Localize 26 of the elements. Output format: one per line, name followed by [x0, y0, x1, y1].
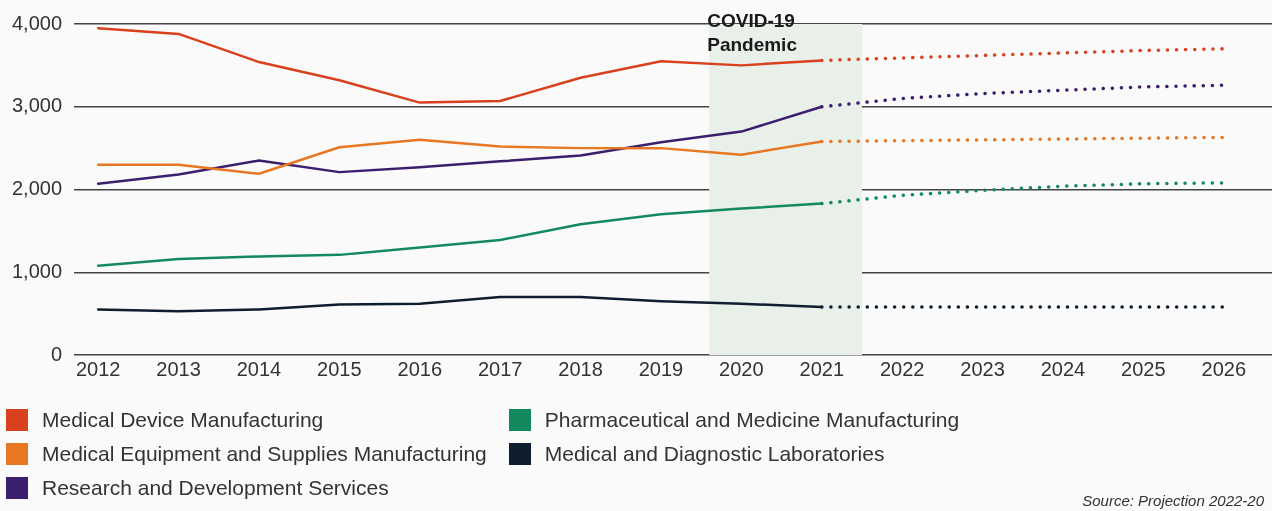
x-tick-label: 2020	[719, 357, 764, 380]
x-tick-label: 2025	[1121, 357, 1166, 380]
x-tick-label: 2017	[477, 357, 523, 380]
legend-label: Pharmaceutical and Medicine Manufacturing	[544, 408, 960, 432]
legend-label: Medical Equipment and Supplies Manufacturing	[42, 442, 487, 466]
x-tick-label: 2022	[879, 357, 925, 380]
x-tick-label: 2021	[799, 357, 845, 380]
x-tick-label: 2013	[156, 357, 201, 380]
x-tick-label: 2015	[317, 357, 362, 380]
x-tick-label: 2024	[1040, 357, 1086, 380]
y-tick-label: 2,000	[11, 177, 63, 200]
source-note: Source: Projection 2022-20	[1082, 492, 1264, 509]
y-tick-label: 4,000	[11, 11, 63, 34]
y-tick-label: 0	[50, 342, 63, 365]
x-tick-label: 2026	[1201, 357, 1247, 380]
legend-label: Research and Development Services	[42, 476, 389, 500]
x-tick-label: 2018	[558, 357, 603, 380]
x-tick-label: 2016	[397, 357, 443, 380]
x-tick-label: 2023	[960, 357, 1005, 380]
x-tick-label: 2014	[236, 357, 282, 380]
y-tick-label: 1,000	[11, 259, 63, 282]
x-tick-label: 2019	[638, 357, 684, 380]
legend-label: Medical Device Manufacturing	[42, 408, 324, 432]
legend-label: Medical and Diagnostic Laboratories	[544, 442, 885, 466]
y-tick-label: 3,000	[11, 94, 63, 117]
x-tick-label: 2012	[75, 357, 121, 380]
